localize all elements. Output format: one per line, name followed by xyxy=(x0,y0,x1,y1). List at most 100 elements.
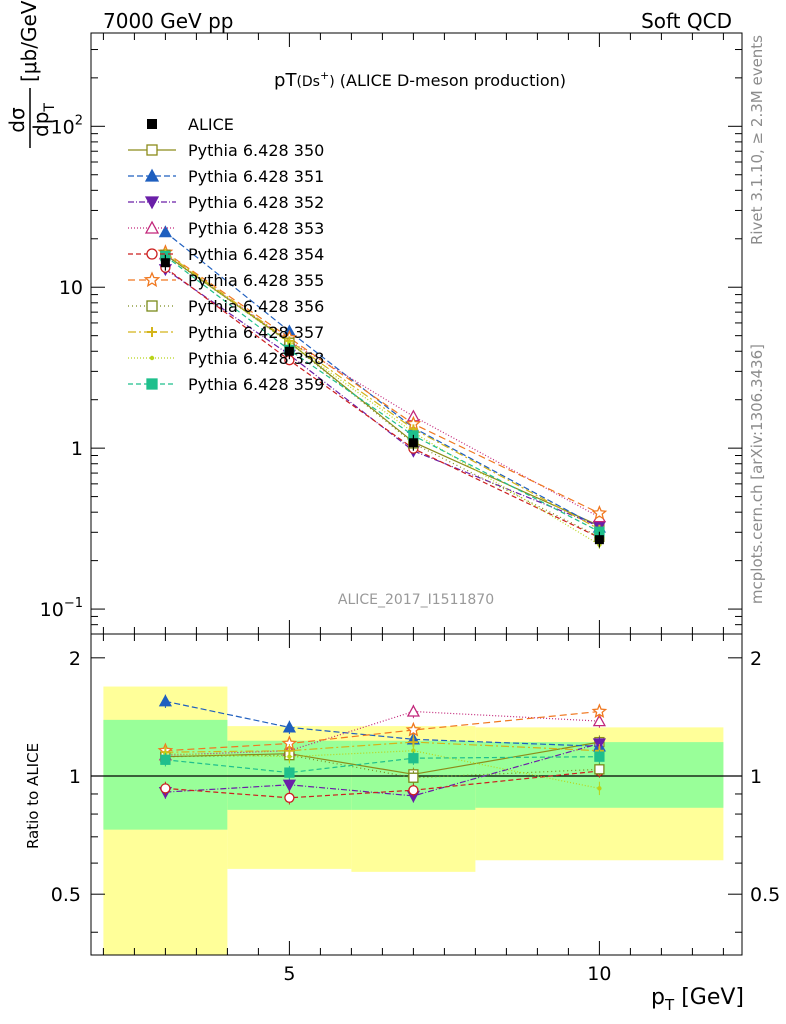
marker-triangle-up xyxy=(406,704,420,717)
ylabel-unit: [μb/GeV] xyxy=(17,0,41,82)
header-right: Soft QCD xyxy=(641,9,732,33)
series-ratio-line xyxy=(165,710,600,756)
legend: ALICE Pythia 6.428 350 Pythia 6.428 351 Pyt… xyxy=(128,115,324,394)
axis-ticks xyxy=(91,33,742,955)
marker-triangle-up xyxy=(592,714,606,727)
marker-triangle-down xyxy=(592,738,606,751)
series-line xyxy=(165,252,600,530)
marker-square xyxy=(146,300,158,312)
series-ratio-line xyxy=(165,700,600,747)
ylabel-den-sub: T xyxy=(42,103,58,113)
x-tick-label: 5 xyxy=(283,963,295,985)
y-axis-label: dσ dpT [μb/GeV] xyxy=(5,0,58,148)
analysis-id: ALICE_2017_I1511870 xyxy=(338,592,494,608)
mcplots-label: mcplots.cern.ch [arXiv:1306.3436] xyxy=(748,344,766,604)
legend-label: Pythia 6.428 357 xyxy=(188,323,324,342)
marker-cross xyxy=(147,327,157,337)
title-sub: (Ds xyxy=(296,74,320,90)
ratio-tick-label: 1 xyxy=(69,766,81,788)
legend-label: Pythia 6.428 351 xyxy=(188,167,324,186)
y-tick-label: 1 xyxy=(71,438,83,460)
marker-triangle-up xyxy=(144,168,160,182)
marker-triangle-down xyxy=(144,196,160,210)
y-tick-label: 10 xyxy=(59,277,83,299)
marker-triangle-up xyxy=(282,720,296,733)
marker-dot xyxy=(287,341,292,346)
marker-circle xyxy=(160,783,171,794)
xlabel-sub: T xyxy=(664,996,675,1014)
title-close: ) xyxy=(329,74,334,90)
series-line xyxy=(165,267,600,539)
header-left: 7000 GeV pp xyxy=(103,9,234,33)
xlabel-unit: [GeV] xyxy=(681,985,744,1010)
title-sup: + xyxy=(320,69,329,82)
reference-point xyxy=(160,258,170,268)
y-tick-base: 10 xyxy=(59,277,83,299)
marker-triangle-up xyxy=(158,225,172,238)
legend-label: Pythia 6.428 350 xyxy=(188,141,324,160)
series-ratio-line xyxy=(165,741,600,775)
marker-square xyxy=(408,772,419,783)
ylabel-den: dpT xyxy=(29,103,58,137)
ratio-tick-label: 0.5 xyxy=(51,884,81,906)
x-tick-label: 10 xyxy=(587,963,611,985)
marker-dot xyxy=(411,748,416,753)
series-ratio-line xyxy=(165,770,600,799)
marker-square xyxy=(284,767,295,778)
chart-title: pT(Ds+) (ALICE D-meson production) xyxy=(274,69,566,91)
title-main: pT xyxy=(274,70,297,91)
series-line xyxy=(165,253,600,546)
ratio-tick-label: 2 xyxy=(69,648,81,670)
marker-circle xyxy=(408,785,419,796)
y-tick-base: 10 xyxy=(51,116,75,138)
series-main-8 xyxy=(163,249,602,549)
marker-star xyxy=(591,703,608,719)
x-axis-label: pT [GeV] xyxy=(651,985,744,1014)
ratio-frame xyxy=(90,633,743,956)
series-ratio-line xyxy=(165,750,600,789)
y-tick-label: 102 xyxy=(51,113,83,138)
ratio-tick-label-right: 2 xyxy=(750,648,762,670)
series-ratio-line xyxy=(165,710,600,752)
reference-point xyxy=(284,346,294,356)
ylabel-den-main: dp xyxy=(29,112,53,137)
marker-dot xyxy=(597,786,602,791)
rivet-label: Rivet 3.1.10, ≥ 2.3M events xyxy=(748,35,766,245)
ratio-band-inner xyxy=(103,719,228,830)
marker-dot xyxy=(287,754,292,759)
legend-marker-reference xyxy=(147,119,157,129)
legend-label: Pythia 6.428 355 xyxy=(188,271,324,290)
series-line xyxy=(165,251,600,514)
y-tick-base: 1 xyxy=(71,438,83,460)
legend-label: Pythia 6.428 359 xyxy=(188,375,324,394)
marker-triangle-up xyxy=(158,694,172,707)
y-tick-exponent: −1 xyxy=(64,596,83,611)
title-rest: (ALICE D-meson production) xyxy=(340,71,566,90)
series-ratio-line xyxy=(165,741,600,753)
ratio-y-axis-label: Ratio to ALICE xyxy=(24,743,42,849)
marker-star xyxy=(405,721,422,737)
legend-label: Pythia 6.428 353 xyxy=(188,219,324,238)
xlabel-main: p xyxy=(651,985,665,1010)
reference-point xyxy=(408,438,418,448)
marker-square xyxy=(594,764,605,775)
ratio-tick-label-right: 1 xyxy=(750,766,762,788)
marker-triangle-up xyxy=(144,220,160,234)
y-tick-base: 10 xyxy=(40,599,64,621)
series-ratio-line xyxy=(165,756,600,774)
y-tick-exponent: 2 xyxy=(75,113,83,128)
marker-square xyxy=(146,378,158,390)
series-line xyxy=(165,255,600,533)
marker-dot xyxy=(149,355,155,361)
marker-circle xyxy=(146,248,158,260)
marker-triangle-down xyxy=(282,779,296,792)
marker-circle xyxy=(284,792,295,803)
marker-square xyxy=(160,754,171,765)
legend-label-reference: ALICE xyxy=(188,115,234,134)
series-line xyxy=(165,231,600,529)
legend-label: Pythia 6.428 352 xyxy=(188,193,324,212)
marker-square xyxy=(594,751,605,762)
series-ratio-line xyxy=(165,742,600,797)
legend-label: Pythia 6.428 354 xyxy=(188,245,324,264)
